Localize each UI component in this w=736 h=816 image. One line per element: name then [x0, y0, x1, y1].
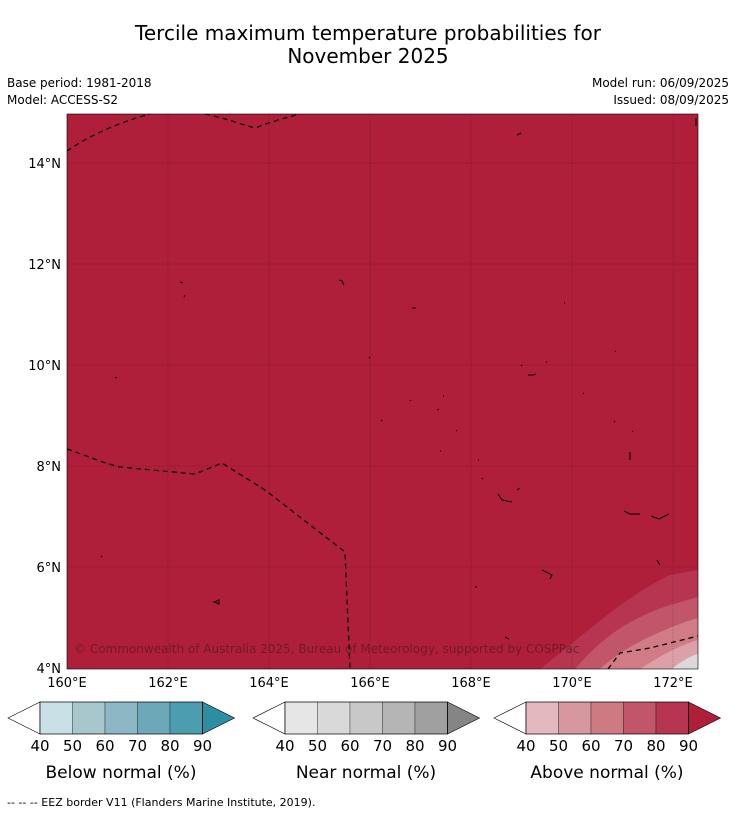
lon-label: 164°E — [249, 676, 289, 691]
lat-label: 6°N — [37, 561, 62, 576]
islands — [100, 118, 697, 640]
legend-tick-label: 90 — [679, 737, 698, 755]
map-figure: © Commonwealth of Australia 2025, Bureau… — [7, 113, 722, 783]
legend-swatch — [317, 701, 351, 735]
legend-swatch — [382, 701, 416, 735]
eez-borders — [67, 114, 698, 669]
legend-extend-low — [493, 701, 527, 735]
legend-tick-label: 60 — [340, 737, 359, 755]
legend-tick-label: 40 — [30, 737, 49, 755]
lon-label: 162°E — [148, 676, 188, 691]
meta-left: Base period: 1981-2018 Model: ACCESS-S2 — [7, 75, 152, 109]
legend-extend-low — [252, 701, 286, 735]
lat-label: 14°N — [28, 157, 61, 172]
lon-axis: 160°E 162°E 164°E 166°E 168°E 170°E 172°… — [47, 676, 693, 691]
legend-tick-label: 80 — [160, 737, 179, 755]
legend-tick-label: 70 — [373, 737, 392, 755]
title-line-1: Tercile maximum temperature probabilitie… — [135, 21, 601, 45]
legend-swatch — [72, 701, 106, 735]
legend-tick-label: 60 — [95, 737, 114, 755]
lon-label: 172°E — [653, 676, 693, 691]
map-plot-area[interactable] — [67, 114, 698, 669]
legend-extend-high — [688, 701, 722, 735]
legend-tick-label: 50 — [549, 737, 568, 755]
above-normal-legend: Above normal (%) 40 50 60 70 80 90 — [493, 701, 722, 783]
map-frame — [66, 113, 699, 670]
legend-tick-label: 90 — [193, 737, 212, 755]
legend-swatch — [137, 701, 171, 735]
legend-tick-label: 80 — [646, 737, 665, 755]
gridlines — [67, 114, 698, 669]
legend-tick-label: 40 — [516, 737, 535, 755]
legend-extend-high — [202, 701, 236, 735]
lat-axis: 14°N 12°N 10°N 8°N 6°N 4°N — [28, 157, 61, 677]
meta-right: Model run: 06/09/2025 Issued: 08/09/2025 — [592, 75, 729, 109]
model-run: Model run: 06/09/2025 — [591, 76, 729, 90]
legend-tick-label: 60 — [581, 737, 600, 755]
legend-swatch — [590, 701, 624, 735]
legend-swatch — [169, 701, 203, 735]
legend-tick-label: 90 — [438, 737, 457, 755]
copyright-text: © Commonwealth of Australia 2025, Bureau… — [74, 642, 579, 656]
no-signal-region — [672, 654, 698, 669]
title-line-2: November 2025 — [287, 44, 449, 68]
legend-extend-high — [447, 701, 481, 735]
above-normal-90-region — [67, 114, 698, 669]
legend-swatch — [623, 701, 657, 735]
legend-swatch — [39, 701, 73, 735]
legend-swatch — [655, 701, 689, 735]
below-normal-legend: Below normal (%) 40 50 60 70 80 90 — [7, 701, 236, 783]
legend-title: Near normal (%) — [296, 763, 436, 783]
lon-label: 168°E — [451, 676, 491, 691]
lat-label: 4°N — [37, 662, 62, 677]
legend-tick-label: 70 — [614, 737, 633, 755]
legend-title: Above normal (%) — [530, 763, 683, 783]
lon-label: 170°E — [552, 676, 592, 691]
near-normal-legend: Near normal (%) 40 50 60 70 80 90 — [252, 701, 481, 783]
model-name: Model: ACCESS-S2 — [7, 93, 119, 107]
eez-footer-note: -- -- -- EEZ border V11 (Flanders Marine… — [7, 796, 316, 809]
legend-swatch — [525, 701, 559, 735]
legend-tick-label: 50 — [308, 737, 327, 755]
legend-swatch — [284, 701, 318, 735]
legend-swatch — [349, 701, 383, 735]
lat-label: 8°N — [37, 460, 62, 475]
lon-label: 160°E — [47, 676, 87, 691]
lat-label: 12°N — [28, 258, 61, 273]
legend-swatch — [104, 701, 138, 735]
legend-tick-label: 70 — [128, 737, 147, 755]
base-period: Base period: 1981-2018 — [7, 76, 152, 90]
legend-swatch — [558, 701, 592, 735]
legend-swatch — [414, 701, 448, 735]
legend-tick-label: 50 — [63, 737, 82, 755]
legend-tick-label: 80 — [405, 737, 424, 755]
map-title: Tercile maximum temperature probabilitie… — [0, 22, 736, 68]
lon-label: 166°E — [350, 676, 390, 691]
legend-title: Below normal (%) — [46, 763, 197, 783]
lat-label: 10°N — [28, 359, 61, 374]
legend-tick-label: 40 — [275, 737, 294, 755]
legend-extend-low — [7, 701, 41, 735]
issued-date: Issued: 08/09/2025 — [613, 93, 729, 107]
